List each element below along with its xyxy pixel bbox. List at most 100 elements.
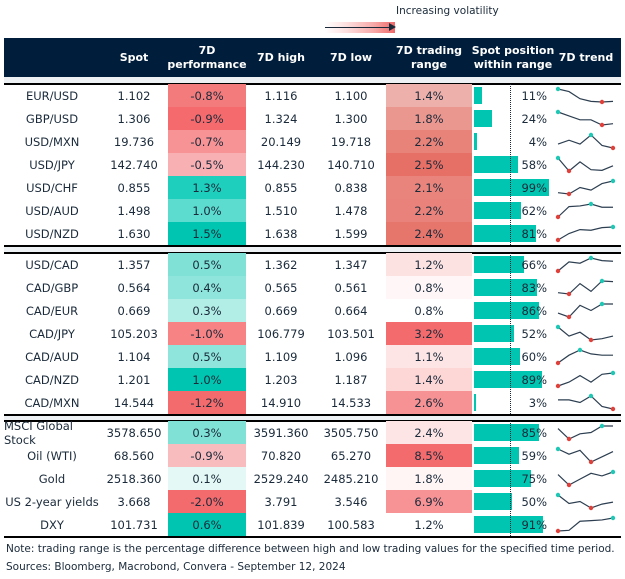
- midpoint-line: [510, 421, 511, 536]
- trend-sparkline: [558, 393, 616, 412]
- trend-sparkline: [557, 178, 616, 197]
- instrument-name: Gold: [38, 471, 66, 486]
- position-bar: [474, 371, 542, 388]
- table-row: CAD/JPY 105.203 -1.0% 106.779 103.501 3.2% 52%: [4, 322, 621, 345]
- trend-line: [557, 180, 614, 195]
- low-value: 140.710: [327, 157, 375, 172]
- low-value: 14.533: [330, 395, 372, 410]
- position-bar: [474, 470, 531, 487]
- trend-min-marker: [566, 168, 572, 174]
- high-value: 3591.360: [253, 425, 309, 440]
- trend-sparkline: [555, 155, 614, 174]
- trend-max-marker: [555, 86, 561, 92]
- trend-min-marker: [599, 122, 605, 128]
- trend-min-marker: [555, 214, 561, 220]
- position-bar: [474, 516, 544, 533]
- performance-value: -0.9%: [168, 444, 246, 467]
- table-row: CAD/AUD 1.104 0.5% 1.109 1.096 1.1% 60%: [4, 345, 621, 368]
- position-percent: 11%: [521, 88, 547, 103]
- trend-max-marker: [555, 492, 561, 498]
- instrument-name: USD/NZD: [25, 226, 79, 241]
- spot-value: 68.560: [113, 448, 155, 463]
- performance-value: 1.0%: [168, 368, 246, 391]
- position-percent: 89%: [521, 372, 547, 387]
- high-value: 1.324: [264, 111, 298, 126]
- table-row: USD/AUD 1.498 1.0% 1.510 1.478 2.2% 62%: [4, 199, 621, 222]
- trend-max-marker: [588, 132, 594, 138]
- high-value: 1.203: [264, 372, 298, 387]
- performance-value: 0.3%: [168, 299, 246, 322]
- header-low: 7D low: [329, 50, 373, 64]
- table-row: USD/CAD 1.357 0.5% 1.362 1.347 1.2% 66%: [4, 253, 621, 276]
- position-bar: [474, 348, 520, 365]
- spot-value: 142.740: [110, 157, 158, 172]
- table-row: EUR/USD 1.102 -0.8% 1.116 1.100 1.4% 11%: [4, 84, 621, 107]
- low-value: 103.501: [327, 326, 375, 341]
- spot-value: 1.102: [117, 88, 151, 103]
- range-value: 1.2%: [386, 253, 472, 276]
- trend-line: [557, 372, 614, 387]
- high-value: 3.791: [264, 494, 298, 509]
- trend-max-marker: [555, 446, 561, 452]
- position-percent: 3%: [528, 395, 547, 410]
- performance-value: -0.7%: [168, 130, 246, 153]
- range-value: 1.4%: [386, 368, 472, 391]
- performance-value: 0.4%: [168, 276, 246, 299]
- trend-line: [557, 88, 614, 103]
- position-bar: [474, 133, 478, 150]
- range-value: 2.2%: [386, 130, 472, 153]
- position-bar: [474, 225, 536, 242]
- trend-max-marker: [599, 278, 605, 284]
- high-value: 20.149: [260, 134, 302, 149]
- low-value: 1.599: [334, 226, 368, 241]
- header-trend: 7D trend: [558, 50, 614, 64]
- sources: Sources: Bloomberg, Macrobond, Convera -…: [6, 561, 346, 573]
- position-percent: 50%: [521, 494, 547, 509]
- range-value: 2.5%: [386, 153, 472, 176]
- position-percent: 52%: [521, 326, 547, 341]
- trend-sparkline: [555, 446, 614, 465]
- performance-value: -1.0%: [168, 322, 246, 345]
- trend-max-marker: [588, 201, 594, 207]
- trend-line: [557, 203, 613, 218]
- low-value: 3.546: [334, 494, 368, 509]
- position-percent: 91%: [521, 517, 547, 532]
- position-percent: 4%: [528, 134, 547, 149]
- table-row: Oil (WTI) 68.560 -0.9% 70.820 65.270 8.5% 59%: [4, 444, 621, 467]
- position-bar: [474, 87, 483, 104]
- position-percent: 24%: [521, 111, 547, 126]
- trend-max-marker: [610, 370, 616, 376]
- position-percent: 59%: [521, 448, 547, 463]
- table-row: USD/JPY 142.740 -0.5% 144.230 140.710 2.5% 58%: [4, 153, 621, 176]
- position-percent: 86%: [521, 303, 547, 318]
- divider: [4, 420, 621, 422]
- trend-line: [557, 425, 613, 440]
- low-value: 1.096: [334, 349, 368, 364]
- spot-value: 1.104: [117, 349, 151, 364]
- trend-max-marker: [610, 469, 616, 475]
- low-value: 2485.210: [323, 471, 379, 486]
- range-value: 1.1%: [386, 345, 472, 368]
- table-row: USD/CHF 0.855 1.3% 0.855 0.838 2.1% 99%: [4, 176, 621, 199]
- instrument-name: CAD/GBP: [25, 280, 79, 295]
- low-value: 1.347: [334, 257, 368, 272]
- trend-min-marker: [588, 337, 594, 343]
- spot-value: 1.357: [117, 257, 151, 272]
- position-percent: 81%: [521, 226, 547, 241]
- table-row: CAD/EUR 0.669 0.3% 0.669 0.664 0.8% 86%: [4, 299, 621, 322]
- high-value: 14.910: [260, 395, 302, 410]
- spot-value: 3.668: [117, 494, 151, 509]
- position-bar: [474, 179, 550, 196]
- performance-value: 0.3%: [168, 421, 246, 444]
- table-row: US 2-year yields 3.668 -2.0% 3.791 3.546 6.9%…: [4, 490, 621, 513]
- range-value: 1.2%: [386, 513, 472, 536]
- high-value: 1.510: [264, 203, 298, 218]
- trend-sparkline: [557, 278, 614, 297]
- range-value: 1.8%: [386, 467, 472, 490]
- high-value: 1.362: [264, 257, 298, 272]
- midpoint-line: [510, 84, 511, 245]
- trend-line: [557, 134, 614, 149]
- header-range: 7D trading range: [395, 43, 463, 71]
- spot-value: 0.855: [117, 180, 151, 195]
